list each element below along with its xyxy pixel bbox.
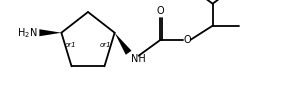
Text: $\mathregular{H_2N}$: $\mathregular{H_2N}$ [17, 26, 37, 40]
Text: O: O [184, 35, 191, 45]
Polygon shape [115, 33, 132, 55]
Text: NH: NH [131, 54, 145, 64]
Polygon shape [40, 29, 61, 36]
Text: O: O [157, 6, 164, 16]
Text: or1: or1 [64, 42, 76, 48]
Text: or1: or1 [100, 42, 112, 48]
